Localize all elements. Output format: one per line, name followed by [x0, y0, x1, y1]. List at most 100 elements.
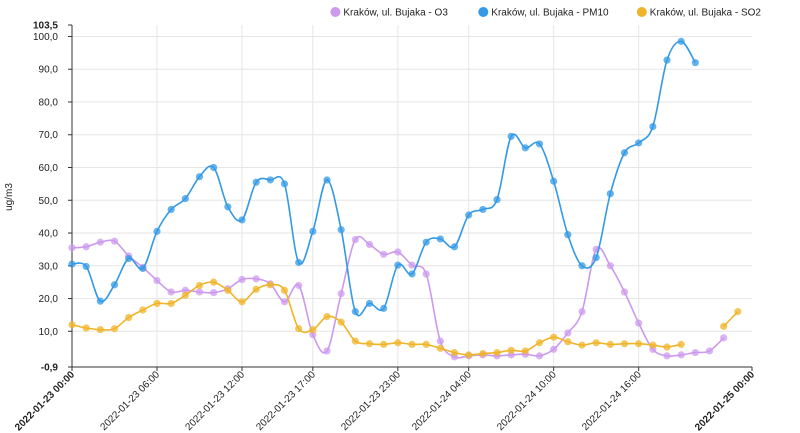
legend-item-1[interactable]: Kraków, ul. Bujaka - PM10 [478, 7, 609, 19]
data-point[interactable] [465, 351, 473, 359]
data-point[interactable] [380, 304, 388, 312]
data-point[interactable] [96, 326, 104, 334]
data-point[interactable] [266, 281, 274, 289]
data-point[interactable] [337, 290, 345, 298]
data-point[interactable] [139, 264, 147, 272]
data-point[interactable] [181, 195, 189, 203]
data-point[interactable] [351, 308, 359, 316]
data-point[interactable] [705, 347, 714, 355]
data-point[interactable] [691, 59, 699, 67]
data-point[interactable] [82, 243, 90, 251]
data-point[interactable] [323, 176, 331, 184]
data-point[interactable] [295, 325, 303, 333]
data-point[interactable] [507, 346, 515, 354]
data-point[interactable] [436, 344, 444, 352]
data-point[interactable] [280, 286, 289, 294]
legend[interactable]: Kraków, ul. Bujaka - O3 Kraków, ul. Bujak… [330, 7, 761, 19]
data-point[interactable] [408, 261, 416, 269]
data-point[interactable] [266, 176, 274, 184]
data-point[interactable] [436, 235, 444, 243]
data-point[interactable] [82, 324, 90, 332]
data-point[interactable] [479, 205, 487, 214]
data-point[interactable] [436, 337, 444, 345]
data-point[interactable] [450, 243, 459, 251]
data-point[interactable] [691, 348, 699, 357]
data-point[interactable] [663, 352, 671, 360]
data-point[interactable] [521, 144, 529, 152]
data-point[interactable] [578, 308, 586, 316]
data-point[interactable] [295, 258, 303, 267]
data-point[interactable] [351, 337, 359, 345]
data-point[interactable] [110, 325, 119, 333]
data-point[interactable] [649, 122, 657, 131]
data-point[interactable] [125, 313, 133, 322]
data-point[interactable] [479, 349, 487, 358]
data-point[interactable] [507, 132, 515, 140]
data-point[interactable] [195, 288, 204, 296]
data-point[interactable] [238, 275, 246, 284]
data-point[interactable] [337, 226, 345, 234]
data-point[interactable] [139, 306, 147, 314]
data-point[interactable] [493, 196, 501, 204]
data-point[interactable] [649, 341, 657, 349]
data-point[interactable] [592, 339, 600, 347]
data-point[interactable] [465, 211, 473, 219]
data-point[interactable] [677, 351, 685, 359]
data-point[interactable] [210, 289, 218, 297]
data-point[interactable] [167, 288, 175, 296]
data-point[interactable] [238, 298, 246, 306]
data-point[interactable] [606, 340, 614, 348]
data-point[interactable] [535, 140, 544, 148]
data-point[interactable] [365, 240, 374, 249]
data-point[interactable] [592, 253, 600, 262]
data-point[interactable] [224, 286, 232, 294]
data-point[interactable] [323, 312, 331, 321]
data-point[interactable] [110, 237, 119, 245]
data-point[interactable] [493, 348, 501, 357]
data-point[interactable] [153, 299, 161, 308]
data-point[interactable] [252, 178, 260, 186]
data-point[interactable] [535, 339, 544, 347]
data-point[interactable] [677, 37, 685, 45]
data-point[interactable] [663, 56, 671, 64]
data-point[interactable] [635, 319, 643, 327]
data-point[interactable] [394, 339, 402, 347]
data-point[interactable] [535, 352, 544, 360]
data-point[interactable] [380, 340, 388, 348]
data-point[interactable] [323, 347, 331, 355]
data-point[interactable] [564, 329, 572, 337]
data-point[interactable] [195, 173, 204, 181]
data-point[interactable] [408, 270, 416, 278]
data-point[interactable] [210, 278, 218, 286]
data-point[interactable] [167, 205, 175, 214]
data-point[interactable] [620, 340, 629, 348]
data-point[interactable] [720, 322, 728, 330]
data-point[interactable] [96, 238, 104, 246]
data-point[interactable] [663, 343, 671, 351]
data-point[interactable] [252, 275, 260, 283]
data-point[interactable] [351, 235, 359, 244]
data-point[interactable] [550, 345, 558, 353]
data-point[interactable] [309, 227, 317, 235]
data-point[interactable] [550, 177, 558, 185]
data-point[interactable] [252, 285, 260, 293]
data-point[interactable] [195, 281, 204, 290]
data-point[interactable] [82, 262, 90, 271]
data-point[interactable] [635, 139, 643, 147]
data-point[interactable] [309, 326, 317, 334]
data-point[interactable] [394, 248, 402, 256]
data-point[interactable] [394, 261, 402, 269]
data-point[interactable] [521, 347, 529, 355]
data-point[interactable] [578, 262, 586, 270]
data-point[interactable] [380, 250, 388, 258]
legend-item-2[interactable]: Kraków, ul. Bujaka - SO2 [636, 7, 762, 19]
data-point[interactable] [677, 340, 685, 348]
data-point[interactable] [110, 281, 119, 289]
legend-item-0[interactable]: Kraków, ul. Bujaka - O3 [330, 7, 448, 19]
data-point[interactable] [238, 216, 246, 224]
data-point[interactable] [620, 288, 629, 296]
data-point[interactable] [734, 308, 742, 316]
data-point[interactable] [224, 203, 232, 211]
data-point[interactable] [167, 299, 175, 308]
data-point[interactable] [564, 338, 572, 346]
